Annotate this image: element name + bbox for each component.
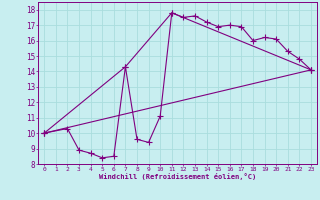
X-axis label: Windchill (Refroidissement éolien,°C): Windchill (Refroidissement éolien,°C) [99,173,256,180]
